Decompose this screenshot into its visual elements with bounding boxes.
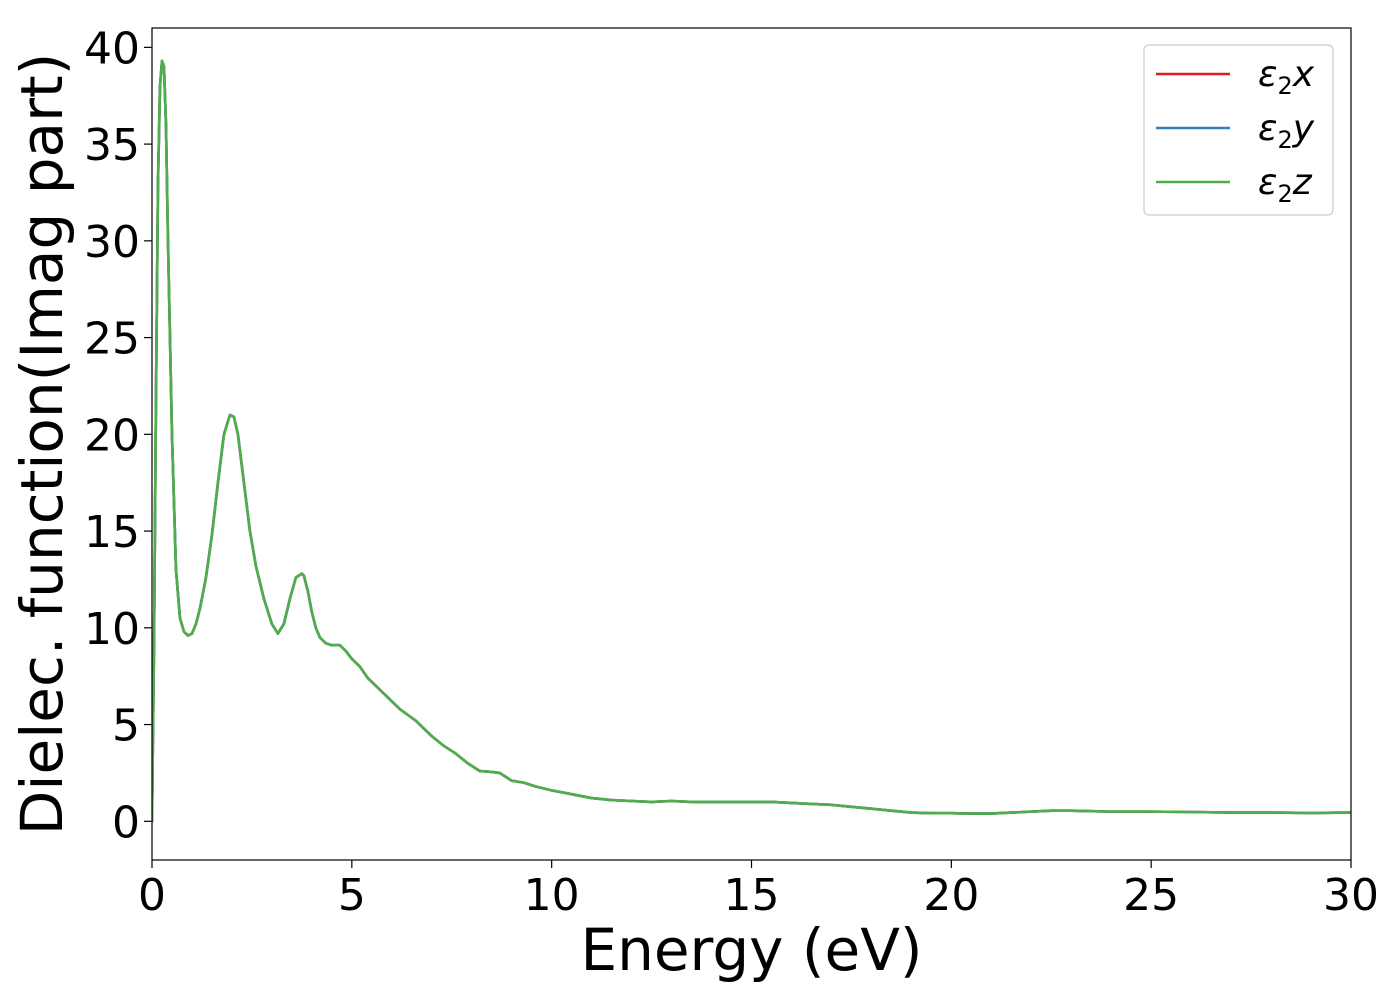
series-line-z xyxy=(152,59,1351,823)
x-tick-label: 20 xyxy=(923,870,979,921)
y-axis-title: Dielec. function(Imag part) xyxy=(8,53,76,836)
legend-label-x: ε2x xyxy=(1258,54,1315,100)
y-tick-label: 15 xyxy=(84,507,140,558)
x-axis-ticks: 0 5 10 15 20 25 30 xyxy=(138,860,1379,921)
y-tick-label: 0 xyxy=(112,797,140,848)
legend-box xyxy=(1143,44,1334,216)
y-tick-label: 30 xyxy=(84,217,140,268)
x-tick-label: 15 xyxy=(724,870,780,921)
legend-label-y: ε2y xyxy=(1258,108,1315,154)
y-tick-label: 20 xyxy=(84,410,140,461)
x-axis-title: Energy (eV) xyxy=(580,916,922,984)
y-axis-ticks: 0 5 10 15 20 25 30 35 40 xyxy=(84,23,152,848)
legend: ε2x ε2y ε2z xyxy=(1143,44,1334,216)
x-tick-label: 10 xyxy=(524,870,580,921)
legend-label-z: ε2z xyxy=(1258,162,1313,208)
y-tick-label: 25 xyxy=(84,314,140,365)
series-layer xyxy=(152,59,1351,823)
y-tick-label: 10 xyxy=(84,604,140,655)
x-tick-label: 25 xyxy=(1123,870,1179,921)
x-tick-label: 0 xyxy=(138,870,166,921)
y-tick-label: 35 xyxy=(84,120,140,171)
x-tick-label: 5 xyxy=(338,870,366,921)
y-tick-label: 5 xyxy=(112,701,140,752)
y-tick-label: 40 xyxy=(84,23,140,74)
x-tick-label: 30 xyxy=(1323,870,1379,921)
